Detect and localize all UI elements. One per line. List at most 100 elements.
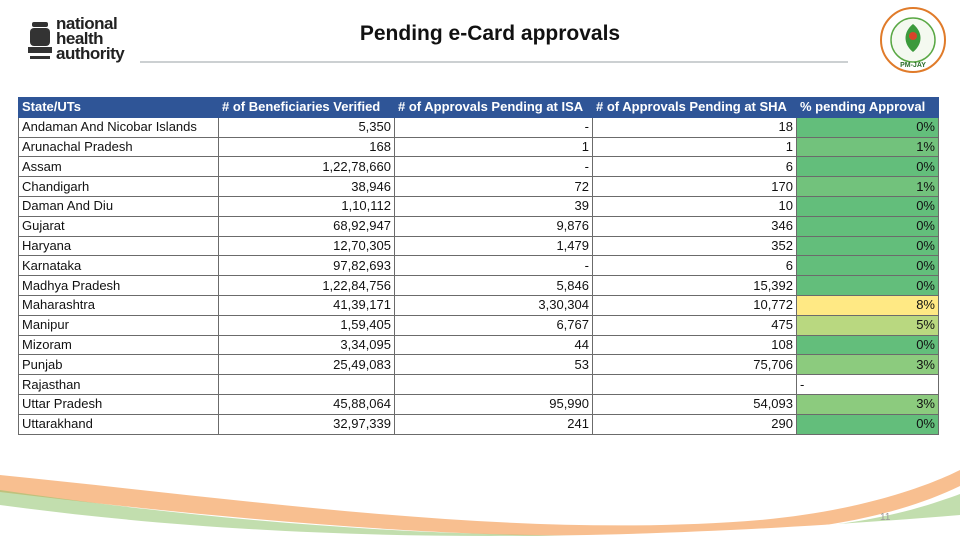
table-cell: 290	[592, 413, 797, 435]
table-cell: 1	[394, 136, 593, 158]
table: State/UTs # of Beneficiaries Verified # of…	[18, 97, 939, 435]
table-cell: 0%	[796, 156, 939, 178]
table-cell: 18	[592, 116, 797, 138]
table-cell	[592, 374, 797, 395]
table-cell: 75,706	[592, 354, 797, 376]
table-cell: 25,49,083	[218, 354, 395, 376]
table-cell: 1%	[796, 136, 939, 158]
table-row: Uttar Pradesh 45,88,064 95,990 54,093 3%	[18, 393, 939, 415]
table-cell: 168	[218, 136, 395, 158]
table-cell: 0%	[796, 255, 939, 277]
logo-text: national health authority	[56, 14, 125, 63]
table-cell: 0%	[796, 235, 939, 257]
table-row: Rajasthan -	[18, 374, 939, 395]
table-cell: 10,772	[592, 294, 797, 316]
table-cell: 3%	[796, 393, 939, 415]
table-cell: Rajasthan	[18, 374, 219, 395]
table-cell: 45,88,064	[218, 393, 395, 415]
table-cell: 41,39,171	[218, 294, 395, 316]
table-cell: Arunachal Pradesh	[18, 136, 219, 158]
pmjay-logo	[880, 7, 946, 73]
column-header: % pending Approval	[796, 97, 939, 118]
emblem	[28, 22, 52, 59]
slide-title: Pending e-Card approvals	[359, 22, 621, 45]
table-cell: 6,767	[394, 314, 593, 336]
table-cell: 8%	[796, 294, 939, 316]
table-cell	[394, 374, 593, 395]
table-cell: 53	[394, 354, 593, 376]
table-row: Punjab 25,49,083 53 75,706 3%	[18, 354, 939, 376]
logo-caption: PM-JAY	[900, 62, 926, 69]
table-cell: Manipur	[18, 314, 219, 336]
table-cell: Uttarakhand	[18, 413, 219, 435]
table-cell: 1,479	[394, 235, 593, 257]
table-cell: Punjab	[18, 354, 219, 376]
table-cell: -	[394, 116, 593, 138]
table-cell: 1,22,78,660	[218, 156, 395, 178]
table-row: Daman And Diu 1,10,112 39 10 0%	[18, 195, 939, 217]
table-cell: 6	[592, 156, 797, 178]
table-cell: Uttar Pradesh	[18, 393, 219, 415]
table-cell: Karnataka	[18, 255, 219, 277]
table-cell: Daman And Diu	[18, 195, 219, 217]
table-cell: 6	[592, 255, 797, 277]
table-cell: 15,392	[592, 275, 797, 296]
table-cell: 3,30,304	[394, 294, 593, 316]
table-cell: 108	[592, 334, 797, 356]
table-cell: 0%	[796, 275, 939, 296]
table-row: Manipur 1,59,405 6,767 475 5%	[18, 314, 939, 336]
table-cell: 0%	[796, 413, 939, 435]
table-cell: -	[796, 374, 939, 395]
table-cell: 44	[394, 334, 593, 356]
logo-line: authority	[56, 44, 125, 63]
table-cell: 1,10,112	[218, 195, 395, 217]
table-cell: 5,846	[394, 275, 593, 296]
table-cell: 0%	[796, 116, 939, 138]
table-row: Arunachal Pradesh 168 1 1 1%	[18, 136, 939, 158]
table-cell: 38,946	[218, 176, 395, 197]
table-cell: 0%	[796, 215, 939, 237]
table-cell: 241	[394, 413, 593, 435]
table-cell: -	[394, 255, 593, 277]
table-cell	[218, 374, 395, 395]
table-cell: 39	[394, 195, 593, 217]
table-cell: 32,97,339	[218, 413, 395, 435]
table-cell: 1%	[796, 176, 939, 197]
table-cell: 3,34,095	[218, 334, 395, 356]
table-cell: Madhya Pradesh	[18, 275, 219, 296]
logo-line: health	[56, 29, 104, 48]
table-row: Maharashtra 41,39,171 3,30,304 10,772 8%	[18, 294, 939, 316]
table-row: Chandigarh 38,946 72 170 1%	[18, 176, 939, 197]
header-row: State/UTs # of Beneficiaries Verified # of…	[18, 97, 939, 118]
table-cell: Gujarat	[18, 215, 219, 237]
table-cell: 0%	[796, 195, 939, 217]
table-cell: Haryana	[18, 235, 219, 257]
table-cell: 72	[394, 176, 593, 197]
table-cell: 352	[592, 235, 797, 257]
table-cell: 54,093	[592, 393, 797, 415]
table-cell: Chandigarh	[18, 176, 219, 197]
table-cell: 170	[592, 176, 797, 197]
column-header: State/UTs	[18, 97, 219, 118]
table-cell: 1	[592, 136, 797, 158]
table-cell: 3%	[796, 354, 939, 376]
table-cell: 10	[592, 195, 797, 217]
table-cell: Assam	[18, 156, 219, 178]
table-cell: 12,70,305	[218, 235, 395, 257]
swoosh-orange	[0, 470, 960, 537]
table-cell: 5%	[796, 314, 939, 336]
swoosh-white	[0, 505, 960, 540]
column-header: # of Approvals Pending at SHA	[592, 97, 797, 118]
table-row: Haryana 12,70,305 1,479 352 0%	[18, 235, 939, 257]
swoosh-green	[0, 490, 960, 540]
table-cell: -	[394, 156, 593, 178]
table-cell: 9,876	[394, 215, 593, 237]
table-row: Karnataka 97,82,693-6 0%	[18, 255, 939, 277]
table-cell: 95,990	[394, 393, 593, 415]
logo-line: national	[56, 14, 118, 33]
table-cell: 1,22,84,756	[218, 275, 395, 296]
table-row: Mizoram 3,34,095 44 108 0%	[18, 334, 939, 356]
table-cell: Mizoram	[18, 334, 219, 356]
table-cell: 0%	[796, 334, 939, 356]
